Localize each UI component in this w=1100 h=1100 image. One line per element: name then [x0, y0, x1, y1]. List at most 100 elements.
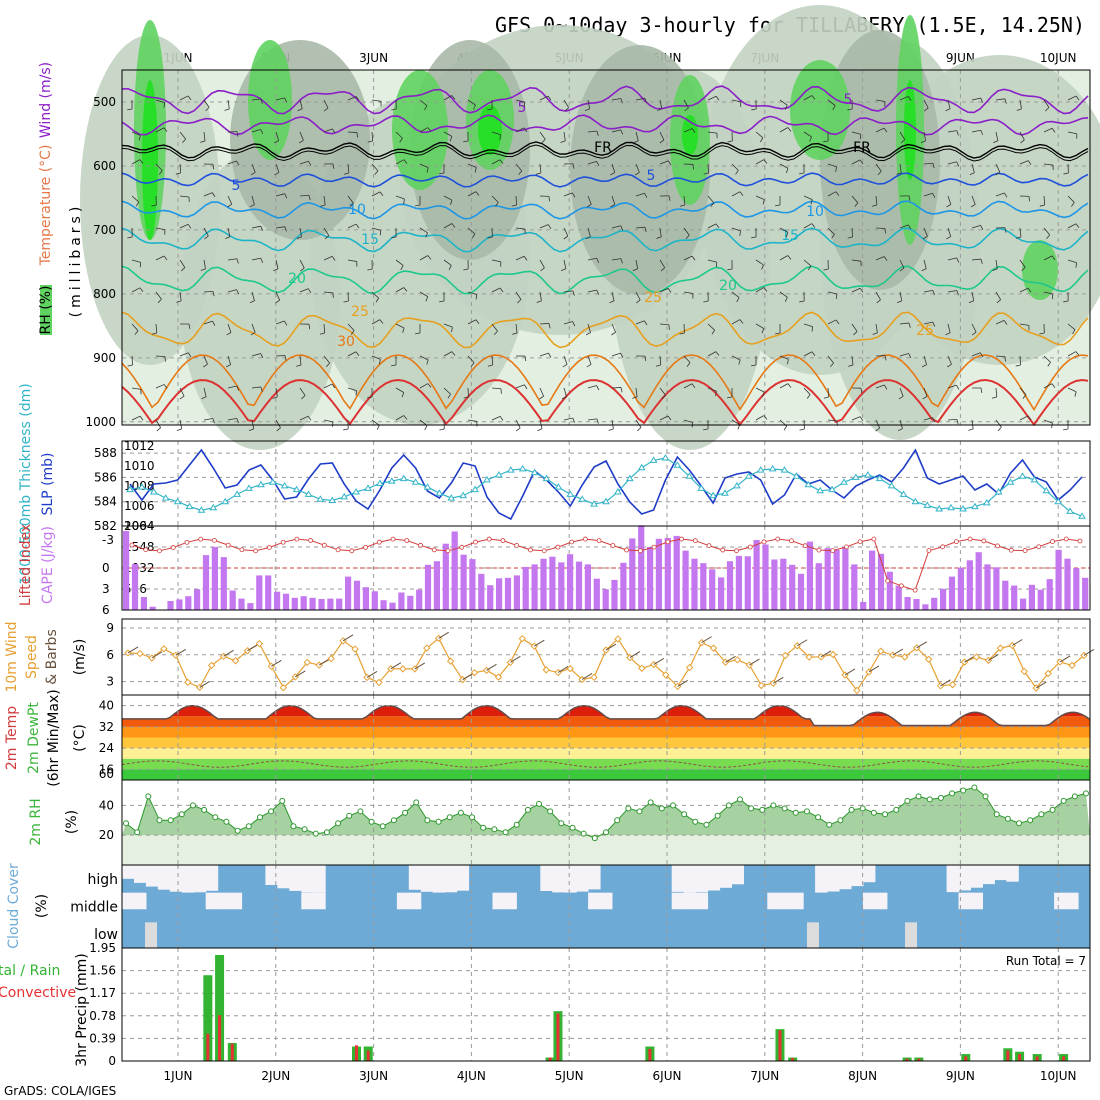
wind-barb — [251, 323, 256, 333]
wind-barb-flag — [523, 127, 528, 133]
wind-barb — [635, 131, 639, 141]
wind-barb-flag — [610, 204, 616, 208]
rh-point — [134, 829, 141, 836]
wind-barb — [611, 195, 616, 205]
wind-barb-flag — [808, 265, 812, 271]
wind-barb-10m — [534, 639, 545, 647]
pressure-axis-title: (millibars) — [68, 203, 84, 318]
date-label-bottom: 9JUN — [946, 1069, 975, 1083]
cape-bar — [460, 554, 467, 610]
wind-barb — [947, 418, 958, 421]
wind-barb — [251, 98, 261, 101]
wind-barb — [179, 419, 183, 429]
wind-barb — [131, 355, 133, 366]
contour-label: FR — [594, 140, 612, 156]
wind-barb — [1019, 415, 1029, 421]
wind-barb-10m — [677, 679, 688, 687]
wind-barb — [1019, 323, 1029, 326]
wind10m-label-b: Speed — [24, 635, 40, 679]
wind-barb-10m — [151, 651, 163, 659]
wind-barb-flag — [326, 362, 330, 368]
cloud-mid-gap — [695, 892, 709, 910]
wind-barb-flag — [956, 384, 960, 390]
wind-barb-flag — [609, 300, 615, 304]
wind-barb-flag — [475, 319, 480, 324]
temp2m-label-b: 2m DewPt — [26, 702, 42, 774]
wind-barb-flag — [260, 129, 264, 135]
wind-barb — [515, 255, 525, 261]
wind-barb — [419, 99, 428, 107]
lifted-point — [225, 542, 231, 548]
lifted-point — [157, 548, 162, 554]
wind-barb — [923, 355, 928, 365]
cape-bar — [700, 563, 707, 610]
cloud-high-gap — [540, 865, 553, 891]
lifted-point — [1036, 544, 1042, 550]
wind-barb-flag — [188, 352, 192, 358]
wind-barb-flag — [644, 193, 648, 198]
wind-barb — [947, 195, 952, 205]
wind-barb — [779, 355, 789, 360]
run-total-label: Run Total = 7 — [1006, 954, 1086, 968]
wind-barb — [203, 320, 213, 325]
cloud-high-gap — [134, 865, 147, 883]
contour-label: 10 — [806, 204, 824, 220]
wind-barb — [1043, 255, 1053, 261]
wind-speed-point — [853, 686, 861, 695]
wind-barb — [203, 418, 213, 421]
cape-bar — [762, 544, 769, 610]
wind-barb — [611, 163, 616, 173]
cloud-high-gap — [444, 865, 458, 893]
wind-barb-flag — [349, 202, 354, 208]
wind-barb-flag — [156, 427, 161, 432]
cloud-high-gap — [994, 865, 1007, 881]
wind-barb-flag — [236, 160, 240, 166]
cloud-mid-gap — [874, 892, 888, 910]
wind-barb — [611, 98, 621, 101]
wind-barb — [659, 259, 666, 268]
wind-barb-flag — [632, 396, 638, 399]
wind-barb-flag — [775, 204, 781, 207]
rh-point — [949, 790, 956, 797]
wind-barb — [251, 129, 261, 133]
wind-barb-flag — [151, 332, 157, 335]
wind-barb — [443, 95, 452, 101]
wind-barb — [515, 99, 525, 103]
wind-barb-flag — [806, 394, 811, 399]
rh-point — [625, 805, 632, 812]
wind-barb — [179, 352, 189, 357]
wind-barb — [347, 195, 354, 204]
cloud-mid-gap — [1054, 892, 1067, 910]
wind-barb-flag — [703, 428, 709, 431]
lifted-point — [665, 539, 671, 545]
wind-barb-flag — [425, 232, 428, 238]
rh-shade — [790, 60, 850, 160]
wind-barb — [659, 415, 669, 421]
rh-point — [245, 823, 252, 830]
wind-barb-flag — [908, 195, 911, 201]
thickness-point — [138, 483, 146, 490]
wind-barb — [875, 127, 885, 133]
cape-bar — [753, 540, 760, 610]
wind-barb — [179, 291, 182, 301]
wind-barb-flag — [835, 319, 840, 325]
wind-barb — [707, 387, 717, 392]
wind-barb-flag — [1063, 172, 1069, 175]
wind-barb-10m — [916, 641, 927, 649]
wind-speed-point — [207, 661, 216, 670]
wind-barb-flag — [787, 383, 792, 388]
wind-barb-flag — [644, 98, 647, 104]
wind-barb-flag — [470, 362, 475, 367]
date-label-top: 10JUN — [1040, 51, 1077, 65]
cape-bar — [300, 596, 307, 610]
lifted-point — [445, 548, 451, 554]
wind-barb — [995, 131, 999, 141]
wind-barb-flag — [451, 223, 456, 228]
wind-barb-flag — [212, 418, 215, 424]
temp-tick: 40 — [99, 699, 114, 713]
precip-frame — [121, 947, 1091, 1062]
wind-barb — [203, 192, 213, 197]
cape-bar — [860, 601, 867, 610]
thickness-point — [173, 497, 182, 505]
wind-speed-point — [399, 665, 407, 673]
